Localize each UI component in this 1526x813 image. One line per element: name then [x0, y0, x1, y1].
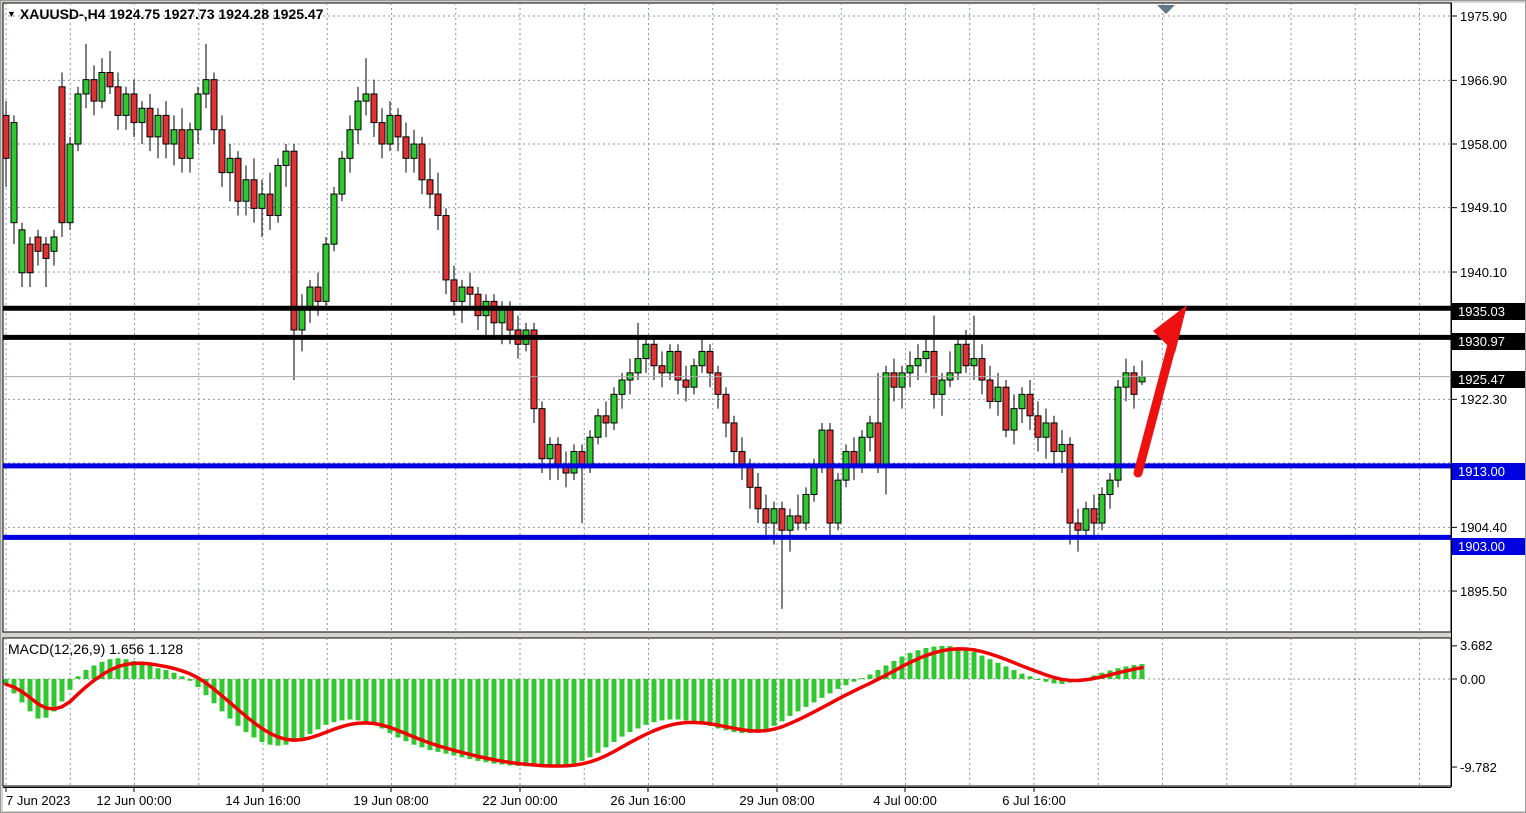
time-axis-label: 6 Jul 16:00 — [1002, 793, 1066, 808]
time-axis-label: 22 Jun 00:00 — [482, 793, 558, 808]
time-axis-label: 19 Jun 08:00 — [353, 793, 429, 808]
chart-title-text: XAUUSD-,H4 1924.75 1927.73 1924.28 1925.… — [19, 6, 324, 22]
time-axis-label: 26 Jun 16:00 — [610, 793, 686, 808]
sr-price-tag: 1913.00 — [1452, 463, 1525, 481]
trend-arrow[interactable] — [1133, 305, 1187, 478]
current-price-tag: 1925.47 — [1452, 371, 1525, 389]
candles-layer — [2, 43, 1146, 609]
sr-price-tag: 1903.00 — [1452, 537, 1525, 555]
time-axis-label: 14 Jun 16:00 — [225, 793, 301, 808]
shift-marker-icon[interactable] — [1157, 5, 1175, 14]
price-axis-label: 1895.50 — [1460, 583, 1507, 599]
macd-axis-label: 0.00 — [1460, 671, 1486, 687]
symbol-dropdown-icon[interactable]: ▼ — [7, 9, 16, 19]
price-axis-label: 1966.90 — [1460, 72, 1507, 88]
chart-title: ▼ XAUUSD-,H4 1924.75 1927.73 1924.28 1925… — [7, 6, 323, 22]
price-axis-strip[interactable] — [1451, 3, 1525, 787]
time-axis-label: 12 Jun 00:00 — [96, 793, 172, 808]
time-axis-label: 29 Jun 08:00 — [739, 793, 815, 808]
macd-axis-label: -9.782 — [1460, 759, 1497, 775]
price-axis-label: 1975.90 — [1460, 8, 1507, 24]
price-axis-label: 1958.00 — [1460, 136, 1507, 152]
price-axis-label: 1904.40 — [1460, 519, 1507, 535]
time-axis-label: 7 Jun 2023 — [6, 793, 71, 808]
macd-axis-label: 3.682 — [1460, 638, 1493, 654]
price-axis-label: 1949.10 — [1460, 200, 1507, 216]
macd-signal-line — [4, 647, 1144, 768]
sr-price-tag: 1935.03 — [1452, 302, 1525, 320]
price-axis-label: 1922.30 — [1460, 391, 1507, 407]
axis-ticks — [5, 15, 1457, 792]
time-axis-label: 4 Jul 00:00 — [873, 793, 937, 808]
sr-price-tag: 1930.97 — [1452, 332, 1525, 350]
time-axis-strip[interactable] — [3, 787, 1525, 811]
price-axis-label: 1940.10 — [1460, 264, 1507, 280]
macd-indicator-label: MACD(12,26,9) 1.656 1.128 — [8, 641, 184, 657]
